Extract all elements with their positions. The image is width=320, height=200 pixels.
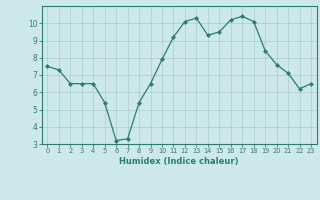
X-axis label: Humidex (Indice chaleur): Humidex (Indice chaleur) [119, 157, 239, 166]
